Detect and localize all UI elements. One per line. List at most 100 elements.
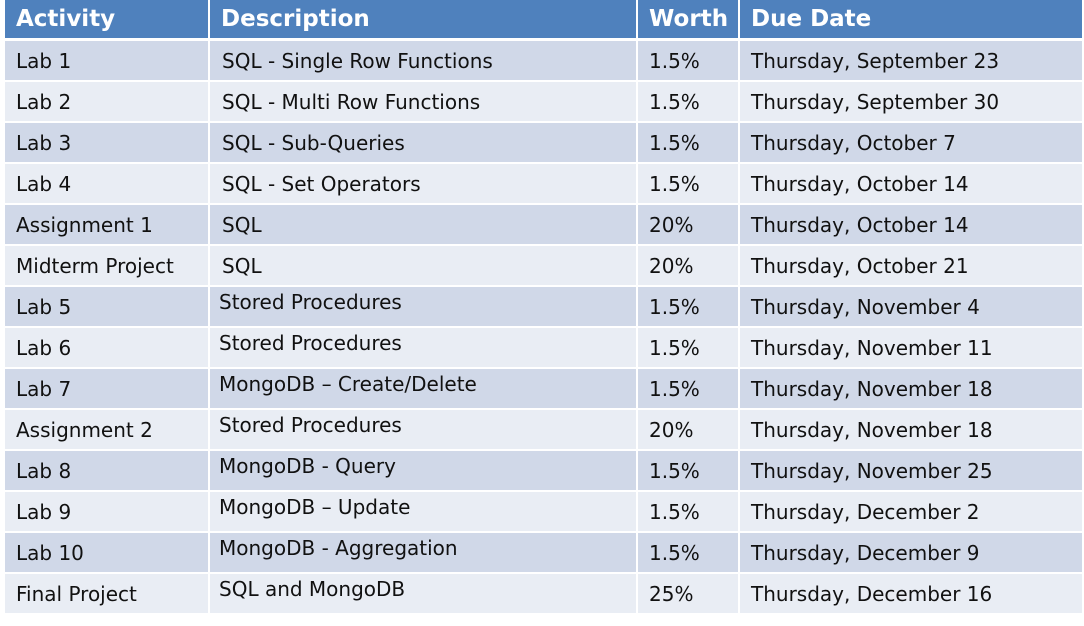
due-date-cell: Thursday, December 16 — [739, 573, 1082, 615]
description-cell: SQL — [209, 204, 638, 246]
worth-cell-text: 1.5% — [649, 376, 700, 401]
header-description: Description — [209, 0, 638, 41]
description-cell-text: SQL — [222, 212, 262, 237]
due-date-cell-text: Thursday, November 11 — [751, 335, 993, 360]
table-row: Assignment 2 Stored Procedures 20% Thursday… — [5, 409, 1082, 451]
activity-cell: Lab 10 — [5, 532, 210, 574]
worth-cell-text: 1.5% — [649, 171, 700, 196]
activity-cell-text: Lab 10 — [16, 540, 84, 565]
worth-cell-text: 1.5% — [649, 499, 700, 524]
description-cell-text: SQL - Multi Row Functions — [222, 89, 481, 114]
description-cell-text: MongoDB – Update — [219, 494, 411, 519]
table-row: Lab 8 MongoDB - Query 1.5% Thursday, Novemb… — [5, 450, 1082, 492]
description-cell: SQL - Sub-Queries — [209, 122, 638, 164]
table-row: Lab 10 MongoDB - Aggregation 1.5% Thursday,… — [5, 532, 1082, 574]
due-date-cell-text: Thursday, November 18 — [751, 417, 993, 442]
description-cell-text: Stored Procedures — [219, 289, 402, 314]
worth-cell-text: 1.5% — [649, 540, 700, 565]
worth-cell: 1.5% — [637, 39, 740, 82]
header-activity: Activity — [5, 0, 210, 41]
due-date-cell: Thursday, November 18 — [739, 409, 1082, 451]
worth-cell-text: 1.5% — [649, 335, 700, 360]
description-cell-text: MongoDB - Aggregation — [219, 535, 458, 560]
due-date-cell: Thursday, October 7 — [739, 122, 1082, 164]
activity-cell-text: Lab 5 — [16, 294, 72, 319]
description-cell-text: SQL - Set Operators — [222, 171, 421, 196]
table-body: Lab 1 SQL - Single Row Functions 1.5% Thurs… — [5, 39, 1082, 615]
worth-cell: 1.5% — [637, 163, 740, 205]
worth-cell: 1.5% — [637, 122, 740, 164]
due-date-cell: Thursday, October 21 — [739, 245, 1082, 287]
description-cell-text: Stored Procedures — [219, 412, 402, 437]
activity-cell: Lab 1 — [5, 39, 210, 82]
header-row: Activity Description Worth Due Date — [5, 0, 1082, 41]
description-cell: Stored Procedures — [209, 286, 638, 328]
worth-cell-text: 1.5% — [649, 48, 700, 73]
description-cell-text: SQL — [222, 253, 262, 278]
due-date-cell-text: Thursday, November 25 — [751, 458, 993, 483]
activity-cell-text: Lab 1 — [16, 48, 72, 73]
due-date-cell-text: Thursday, December 16 — [751, 581, 993, 606]
due-date-cell-text: Thursday, September 23 — [751, 48, 1000, 73]
due-date-cell: Thursday, November 18 — [739, 368, 1082, 410]
due-date-cell-text: Thursday, December 9 — [751, 540, 980, 565]
description-cell: MongoDB - Aggregation — [209, 532, 638, 574]
activity-cell: Lab 4 — [5, 163, 210, 205]
activity-cell-text: Lab 4 — [16, 171, 72, 196]
table-row: Final Project SQL and MongoDB 25% Thursday,… — [5, 573, 1082, 615]
table-row: Lab 7 MongoDB – Create/Delete 1.5% Thursday… — [5, 368, 1082, 410]
worth-cell: 1.5% — [637, 368, 740, 410]
activity-cell-text: Midterm Project — [16, 253, 174, 278]
worth-cell-text: 20% — [649, 253, 694, 278]
worth-cell-text: 1.5% — [649, 458, 700, 483]
activity-cell-text: Lab 3 — [16, 130, 72, 155]
description-cell: MongoDB – Create/Delete — [209, 368, 638, 410]
due-date-cell-text: Thursday, October 21 — [751, 253, 969, 278]
description-cell: MongoDB – Update — [209, 491, 638, 533]
worth-cell-text: 25% — [649, 581, 694, 606]
activity-cell: Midterm Project — [5, 245, 210, 287]
description-cell: SQL — [209, 245, 638, 287]
activity-cell-text: Lab 6 — [16, 335, 72, 360]
description-cell-text: MongoDB - Query — [219, 453, 396, 478]
worth-cell: 1.5% — [637, 491, 740, 533]
table-row: Lab 2 SQL - Multi Row Functions 1.5% Thursd… — [5, 81, 1082, 123]
due-date-cell: Thursday, September 30 — [739, 81, 1082, 123]
description-cell-text: MongoDB – Create/Delete — [219, 371, 477, 396]
description-cell: SQL - Set Operators — [209, 163, 638, 205]
table-row: Lab 1 SQL - Single Row Functions 1.5% Thurs… — [5, 39, 1082, 82]
worth-cell-text: 20% — [649, 212, 694, 237]
activity-cell: Lab 3 — [5, 122, 210, 164]
description-cell: Stored Procedures — [209, 327, 638, 369]
table-row: Lab 9 MongoDB – Update 1.5% Thursday, Decem… — [5, 491, 1082, 533]
activity-cell: Lab 8 — [5, 450, 210, 492]
schedule-table: Activity Description Worth Due Date Lab … — [5, 0, 1082, 615]
worth-cell: 1.5% — [637, 327, 740, 369]
activity-cell-text: Lab 7 — [16, 376, 72, 401]
due-date-cell: Thursday, December 2 — [739, 491, 1082, 533]
worth-cell-text: 1.5% — [649, 130, 700, 155]
worth-cell-text: 1.5% — [649, 294, 700, 319]
description-cell-text: SQL and MongoDB — [219, 576, 406, 601]
activity-cell: Lab 5 — [5, 286, 210, 328]
due-date-cell-text: Thursday, October 7 — [751, 130, 956, 155]
worth-cell: 20% — [637, 409, 740, 451]
worth-cell-text: 20% — [649, 417, 694, 442]
description-cell: SQL - Multi Row Functions — [209, 81, 638, 123]
due-date-cell-text: Thursday, October 14 — [751, 212, 969, 237]
due-date-cell: Thursday, September 23 — [739, 39, 1082, 82]
activity-cell: Final Project — [5, 573, 210, 615]
activity-cell-text: Final Project — [16, 581, 137, 606]
activity-cell-text: Lab 8 — [16, 458, 72, 483]
activity-cell-text: Lab 9 — [16, 499, 72, 524]
table-row: Lab 5 Stored Procedures 1.5% Thursday, Nove… — [5, 286, 1082, 328]
worth-cell: 25% — [637, 573, 740, 615]
worth-cell: 1.5% — [637, 81, 740, 123]
table-header: Activity Description Worth Due Date — [5, 0, 1082, 41]
due-date-cell-text: Thursday, December 2 — [751, 499, 980, 524]
worth-cell: 20% — [637, 204, 740, 246]
activity-cell: Lab 2 — [5, 81, 210, 123]
header-worth: Worth — [637, 0, 740, 41]
description-cell-text: SQL - Single Row Functions — [222, 48, 493, 73]
table-row: Midterm Project SQL 20% Thursday, October 2… — [5, 245, 1082, 287]
